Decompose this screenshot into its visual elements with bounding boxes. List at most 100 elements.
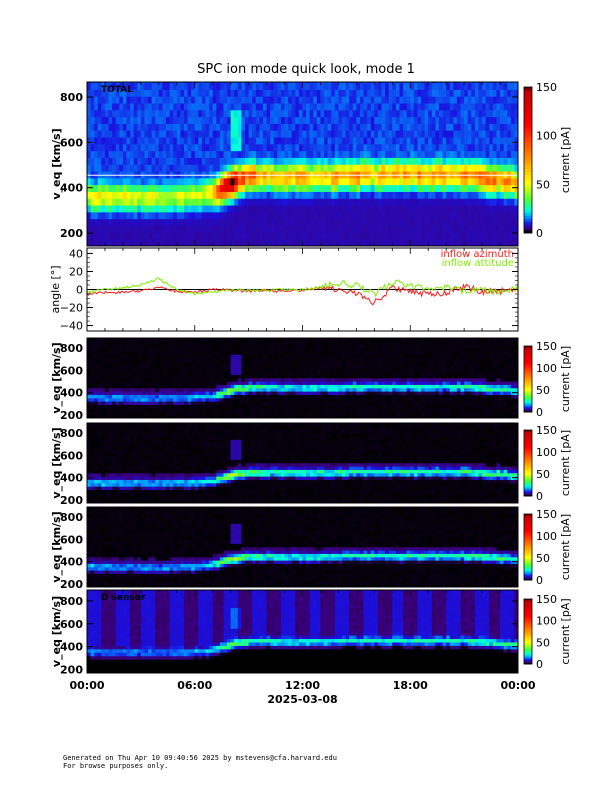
heatmap-cell xyxy=(359,351,364,355)
heatmap-cell xyxy=(234,384,239,389)
heatmap-cell xyxy=(259,123,264,131)
heatmap-cell xyxy=(280,344,285,349)
heatmap-cell xyxy=(406,137,411,145)
heatmap-cell xyxy=(471,143,476,152)
heatmap-cell xyxy=(410,164,415,172)
heatmap-cell xyxy=(148,391,153,395)
heatmap-cell xyxy=(241,394,246,399)
heatmap-cell xyxy=(169,143,174,152)
heatmap-cell xyxy=(262,391,267,395)
heatmap-cell xyxy=(485,123,490,131)
heatmap-cell xyxy=(438,184,443,192)
heatmap-cell xyxy=(151,371,156,375)
heatmap-cell xyxy=(115,338,120,342)
heatmap-cell xyxy=(191,96,196,104)
heatmap-cell xyxy=(298,397,303,402)
heatmap-cell xyxy=(104,218,109,226)
heatmap-cell xyxy=(169,414,174,419)
heatmap-cell xyxy=(284,123,289,131)
heatmap-cell xyxy=(241,361,246,365)
heatmap-cell xyxy=(410,143,415,152)
heatmap-cell xyxy=(460,232,465,240)
heatmap-cell xyxy=(166,347,171,352)
heatmap-cell xyxy=(241,82,246,90)
heatmap-cell xyxy=(259,89,264,97)
heatmap-cell xyxy=(112,96,117,104)
heatmap-cell xyxy=(395,116,400,124)
heatmap-cell xyxy=(183,143,188,152)
heatmap-cell xyxy=(352,239,357,247)
heatmap-cell xyxy=(241,344,246,349)
heatmap-cell xyxy=(489,157,494,165)
heatmap-cell xyxy=(467,123,472,131)
heatmap-cell xyxy=(334,407,339,412)
heatmap-cell xyxy=(510,218,515,226)
heatmap-cell xyxy=(173,82,178,84)
heatmap-cell xyxy=(438,109,443,118)
heatmap-cell xyxy=(140,143,145,152)
heatmap-cell xyxy=(122,143,127,152)
heatmap-cell xyxy=(363,394,368,399)
heatmap-cell xyxy=(370,89,375,97)
heatmap-cell xyxy=(403,103,408,111)
heatmap-cell xyxy=(442,184,447,192)
heatmap-cell xyxy=(144,218,149,226)
heatmap-cell xyxy=(234,198,239,206)
heatmap-cell xyxy=(417,137,422,145)
heatmap-cell xyxy=(94,374,99,379)
heatmap-cell xyxy=(173,371,178,375)
heatmap-cell xyxy=(216,143,221,152)
heatmap-cell xyxy=(503,225,508,233)
heatmap-cell xyxy=(306,384,311,389)
heatmap-cell xyxy=(280,414,285,419)
heatmap-cell xyxy=(514,218,519,226)
heatmap-cell xyxy=(320,381,325,385)
heatmap-cell xyxy=(212,367,217,372)
heatmap-cell xyxy=(309,82,314,90)
heatmap-cell xyxy=(209,374,214,379)
heatmap-cell xyxy=(471,137,476,145)
heatmap-cell xyxy=(370,211,375,220)
heatmap-cell xyxy=(356,381,361,385)
heatmap-cell xyxy=(446,239,451,247)
heatmap-cell xyxy=(187,239,192,247)
heatmap-cell xyxy=(291,364,296,369)
heatmap-cell xyxy=(413,218,418,226)
heatmap-cell xyxy=(342,123,346,131)
heatmap-cell xyxy=(144,82,149,90)
heatmap-cell xyxy=(187,407,192,412)
heatmap-cell xyxy=(291,354,296,359)
heatmap-cell xyxy=(298,377,303,382)
heatmap-cell xyxy=(104,137,109,145)
heatmap-cell xyxy=(485,150,490,158)
heatmap-cell xyxy=(187,218,192,226)
heatmap-cell xyxy=(266,164,271,172)
heatmap-cell xyxy=(345,367,350,372)
heatmap-cell xyxy=(223,341,228,345)
heatmap-cell xyxy=(442,137,447,145)
heatmap-cell xyxy=(370,191,375,199)
heatmap-cell xyxy=(209,351,214,355)
heatmap-cell xyxy=(342,89,346,97)
heatmap-cell xyxy=(180,239,185,247)
heatmap-cell xyxy=(97,143,102,152)
heatmap-cell xyxy=(331,361,336,365)
heatmap-cell xyxy=(90,96,95,104)
heatmap-cell xyxy=(115,387,120,392)
heatmap-cell xyxy=(374,96,379,104)
heatmap-cell xyxy=(209,137,214,145)
heatmap-cell xyxy=(331,109,336,118)
heatmap-cell xyxy=(331,137,336,145)
colorbar-segment xyxy=(524,122,532,126)
heatmap-cell xyxy=(334,143,339,152)
heatmap-cell xyxy=(359,205,364,213)
heatmap-cell xyxy=(144,338,149,342)
heatmap-cell xyxy=(162,225,167,233)
heatmap-cell xyxy=(137,401,142,406)
heatmap-cell xyxy=(115,103,120,111)
heatmap-cell xyxy=(108,82,113,90)
heatmap-cell xyxy=(151,123,156,131)
heatmap-cell xyxy=(173,177,178,186)
heatmap-cell xyxy=(223,374,228,379)
heatmap-cell xyxy=(194,377,199,382)
